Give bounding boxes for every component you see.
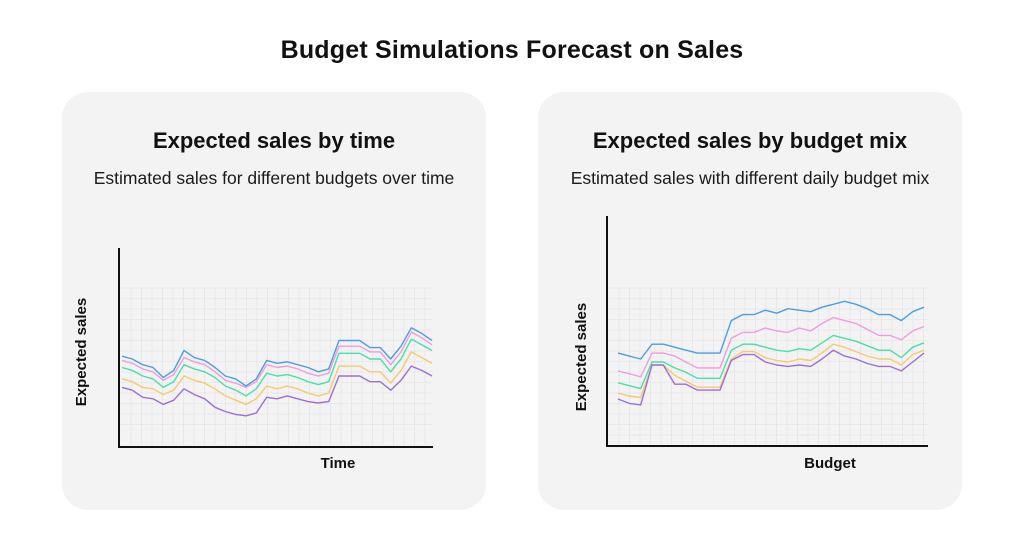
chart-card-budget-mix: Expected sales by budget mix Estimated s… [538,92,962,510]
series-line-1 [121,327,433,387]
series-line-2 [617,316,925,378]
chart-card-time: Expected sales by time Estimated sales f… [62,92,486,510]
x-axis-label: Time [321,455,356,472]
series-line-3 [617,334,925,390]
chart-subtitle: Estimated sales with different daily bud… [570,168,930,188]
series-line-3 [121,338,433,397]
series-line-5 [121,365,433,417]
x-axis-label: Budget [804,455,856,472]
y-axis-label: Expected sales [573,303,590,411]
chart-budget-mix: Budget Expected sales [573,216,928,472]
series-line-2 [121,331,433,389]
chart-title: Expected sales by time [152,128,396,153]
chart-title: Expected sales by budget mix [592,128,908,153]
series-line-1 [617,300,925,360]
y-axis-label: Expected sales [73,298,90,406]
series-line-5 [617,349,925,406]
series-line-4 [617,343,925,399]
chart-subtitle: Estimated sales for different budgets ov… [93,168,455,188]
page-title: Budget Simulations Forecast on Sales [280,36,744,64]
chart-time: Time Expected sales [73,248,433,472]
series-line-4 [121,351,433,406]
